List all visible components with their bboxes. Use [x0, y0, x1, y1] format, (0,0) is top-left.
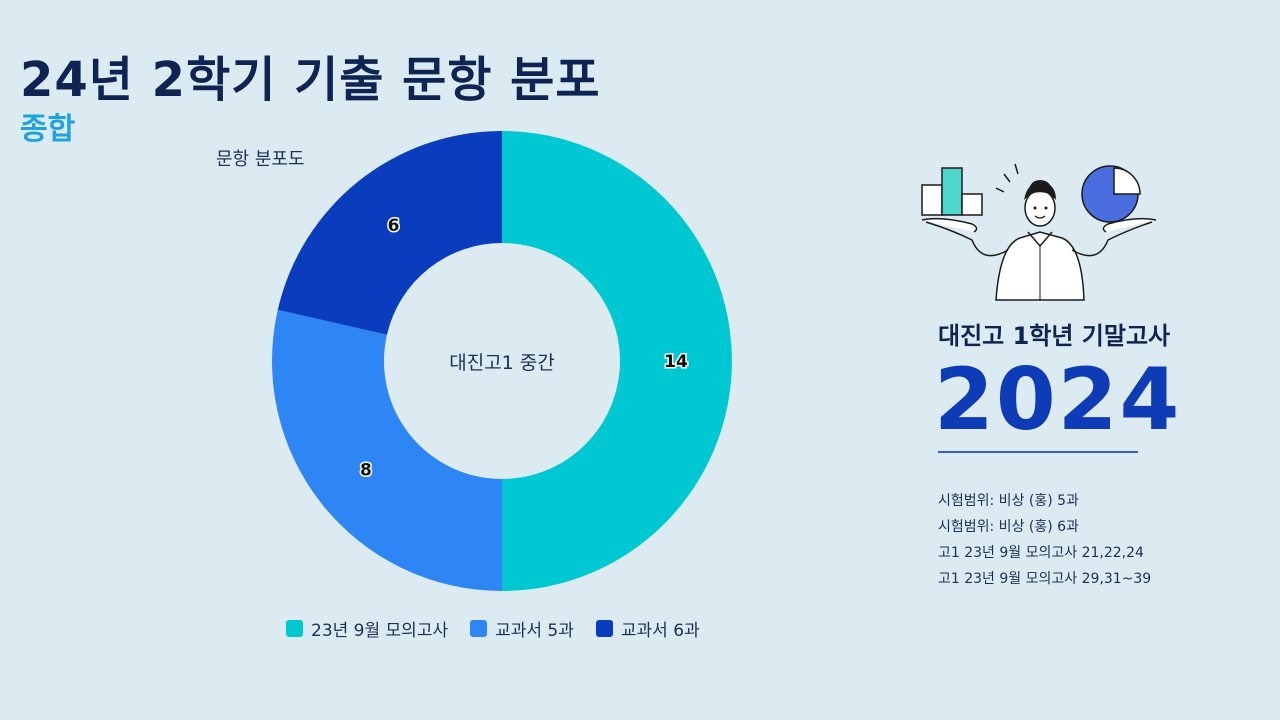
donut-slice [277, 131, 502, 335]
legend-label: 교과서 5과 [495, 621, 574, 641]
slice-value-label: 8 [360, 460, 372, 480]
note-line: 고1 23년 9월 모의고사 29,31~39 [938, 571, 1152, 587]
slice-value-label: 6 [388, 216, 400, 236]
person-with-charts-illustration [921, 163, 1157, 301]
note-line: 시험범위: 비상 (홍) 6과 [938, 519, 1079, 535]
page-title: 24년 2학기 기출 문항 분포 [20, 52, 601, 108]
legend-item: 23년 9월 모의고사 [286, 616, 448, 641]
note-line: 고1 23년 9월 모의고사 21,22,24 [938, 545, 1144, 561]
exam-year: 2024 [934, 350, 1182, 450]
exam-notes: 시험범위: 비상 (홍) 5과 시험범위: 비상 (홍) 6과 고1 23년 9… [938, 488, 1151, 592]
legend-swatch [286, 620, 303, 637]
legend-swatch [470, 620, 488, 637]
donut-slice [272, 309, 502, 591]
legend-item: 교과서 6과 [595, 616, 700, 641]
legend-label: 23년 9월 모의고사 [311, 621, 449, 641]
chart-legend: 23년 9월 모의고사 교과서 5과 교과서 6과 [286, 616, 700, 641]
slice-value-label: 14 [664, 352, 688, 372]
legend-swatch [595, 620, 613, 637]
exam-title: 대진고 1학년 기말고사 [938, 322, 1171, 350]
legend-label: 교과서 6과 [620, 621, 700, 641]
note-line: 시험범위: 비상 (홍) 5과 [938, 493, 1079, 509]
chart-center-label: 대진고1 중간 [449, 352, 555, 374]
legend-item: 교과서 5과 [470, 616, 574, 641]
divider [938, 451, 1138, 453]
chart-title: 문항 분포도 [216, 149, 305, 170]
donut-slice [502, 131, 732, 591]
donut-chart: 14 8 6 [272, 131, 732, 591]
page-subtitle: 종합 [20, 112, 76, 147]
